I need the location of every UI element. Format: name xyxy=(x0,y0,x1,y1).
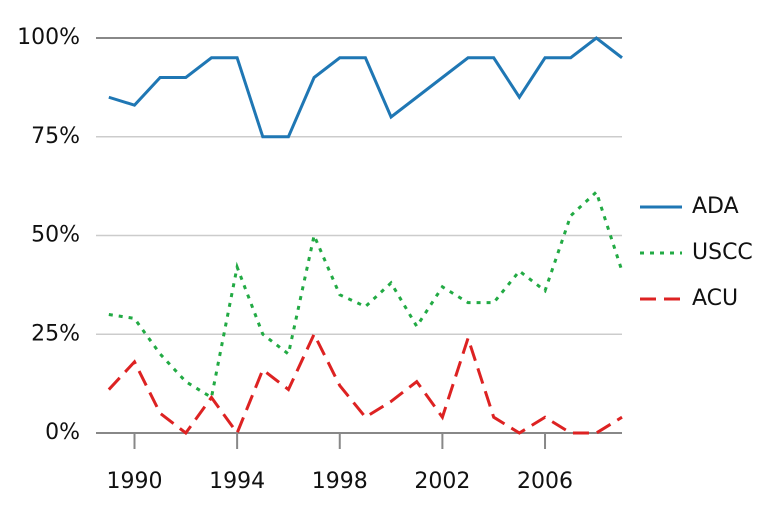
series-line xyxy=(108,189,624,400)
series-line xyxy=(107,330,623,437)
x-tick-label: 1990 xyxy=(106,469,162,494)
y-tick-label: 50% xyxy=(31,223,80,248)
legend-label: ACU xyxy=(692,286,738,311)
series-line xyxy=(108,36,623,139)
x-tick-label: 1998 xyxy=(312,469,368,494)
y-tick-label: 0% xyxy=(45,420,80,445)
y-tick-label: 100% xyxy=(17,25,80,50)
y-tick-label: 25% xyxy=(31,321,80,346)
x-tick-label: 2006 xyxy=(517,469,573,494)
x-tick-label: 1994 xyxy=(209,469,265,494)
legend-label: ADA xyxy=(692,194,739,219)
legend-label: USCC xyxy=(692,240,753,265)
y-tick-label: 75% xyxy=(31,124,80,149)
x-tick-label: 2002 xyxy=(414,469,470,494)
